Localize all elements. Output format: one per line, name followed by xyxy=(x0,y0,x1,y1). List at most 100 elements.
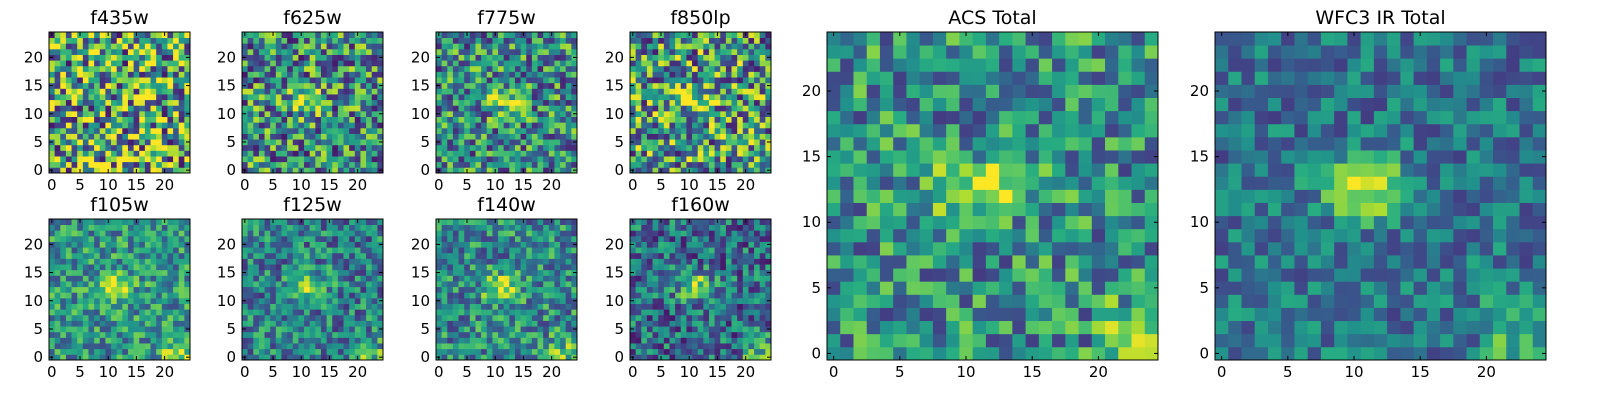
heatmap-cell xyxy=(116,343,123,350)
heatmap-cell xyxy=(571,48,578,55)
heatmap-cell xyxy=(441,54,448,61)
heatmap-cell xyxy=(366,77,373,84)
heatmap-cell xyxy=(658,139,665,146)
heatmap-cell xyxy=(481,297,488,304)
x-tick-label: 10 xyxy=(680,176,699,194)
heatmap-cell xyxy=(486,110,493,117)
heatmap-cell xyxy=(498,230,505,237)
heatmap-cell xyxy=(139,235,146,242)
heatmap-cell xyxy=(360,343,367,350)
heatmap-cell xyxy=(111,230,118,237)
heatmap-cell xyxy=(287,337,294,344)
heatmap-cell xyxy=(127,65,134,72)
heatmap-cell xyxy=(88,326,95,333)
heatmap-cell xyxy=(71,247,78,254)
heatmap-cell xyxy=(343,354,350,361)
heatmap-cell xyxy=(748,48,755,55)
heatmap-cell xyxy=(658,156,665,163)
heatmap-cell xyxy=(315,247,322,254)
heatmap-cell xyxy=(630,314,637,321)
heatmap-cell xyxy=(65,88,72,95)
heatmap-cell xyxy=(720,167,727,174)
heatmap-cell xyxy=(464,133,471,140)
heatmap-cell xyxy=(548,94,555,101)
heatmap-cell xyxy=(354,348,361,355)
heatmap-cell xyxy=(360,337,367,344)
heatmap-cell xyxy=(458,297,465,304)
heatmap-cell xyxy=(184,303,191,310)
heatmap-cell xyxy=(88,309,95,316)
heatmap-cell xyxy=(652,337,659,344)
heatmap-cell xyxy=(503,303,510,310)
heatmap-cell xyxy=(71,65,78,72)
heatmap-cell xyxy=(458,37,465,44)
heatmap-cell xyxy=(560,224,567,231)
heatmap-cell xyxy=(139,144,146,151)
heatmap-cell xyxy=(139,156,146,163)
heatmap-cell xyxy=(184,252,191,259)
heatmap-cell xyxy=(641,88,648,95)
heatmap-cell xyxy=(150,94,157,101)
heatmap-cell xyxy=(309,71,316,78)
heatmap-cell xyxy=(469,314,476,321)
heatmap-cell xyxy=(759,133,766,140)
heatmap-cell xyxy=(526,297,533,304)
heatmap-cell xyxy=(320,241,327,248)
heatmap-cell xyxy=(349,54,356,61)
heatmap-cell xyxy=(167,150,174,157)
heatmap-cell xyxy=(65,161,72,168)
heatmap-cell xyxy=(127,156,134,163)
heatmap-cell xyxy=(686,94,693,101)
heatmap-cell xyxy=(635,337,642,344)
heatmap-cell xyxy=(178,65,185,72)
heatmap-cell xyxy=(315,235,322,242)
heatmap-cell xyxy=(71,281,78,288)
heatmap-cell xyxy=(737,286,744,293)
heatmap-cell xyxy=(60,71,67,78)
heatmap-cell xyxy=(242,281,249,288)
heatmap-cell xyxy=(77,309,84,316)
heatmap-cell xyxy=(765,281,772,288)
heatmap-cell xyxy=(371,258,378,265)
heatmap-cell xyxy=(281,337,288,344)
heatmap-cell xyxy=(161,314,168,321)
heatmap-cell xyxy=(537,54,544,61)
heatmap-cell xyxy=(82,241,89,248)
heatmap-cell xyxy=(111,37,118,44)
heatmap-cell xyxy=(481,116,488,123)
heatmap-cell xyxy=(669,60,676,67)
heatmap-cell xyxy=(49,37,56,44)
heatmap-cell xyxy=(60,252,67,259)
heatmap-cell xyxy=(509,116,516,123)
heatmap-cell xyxy=(343,343,350,350)
heatmap-cell xyxy=(156,122,163,129)
heatmap-cell xyxy=(469,230,476,237)
heatmap-cell xyxy=(725,320,732,327)
heatmap-cell xyxy=(139,348,146,355)
heatmap-cell xyxy=(708,127,715,134)
heatmap-cell xyxy=(167,77,174,84)
heatmap-cell xyxy=(748,156,755,163)
heatmap-cell xyxy=(65,122,72,129)
heatmap-cell xyxy=(315,343,322,350)
heatmap-cell xyxy=(537,331,544,338)
heatmap-cell xyxy=(315,331,322,338)
heatmap-cell xyxy=(111,303,118,310)
heatmap-cell xyxy=(139,161,146,168)
heatmap-cell xyxy=(116,105,123,112)
heatmap-cell xyxy=(320,161,327,168)
heatmap-cell xyxy=(156,292,163,299)
heatmap-cell xyxy=(337,303,344,310)
heatmap-cell xyxy=(144,269,151,276)
heatmap-cell xyxy=(475,224,482,231)
heatmap-cell xyxy=(320,258,327,265)
heatmap-cell xyxy=(731,343,738,350)
heatmap-cell xyxy=(178,292,185,299)
heatmap-cell xyxy=(441,303,448,310)
heatmap-cell xyxy=(133,320,140,327)
heatmap-cell xyxy=(464,303,471,310)
heatmap-cell xyxy=(514,127,521,134)
heatmap-cell xyxy=(646,71,653,78)
heatmap-cell xyxy=(111,167,118,174)
heatmap-cell xyxy=(469,150,476,157)
